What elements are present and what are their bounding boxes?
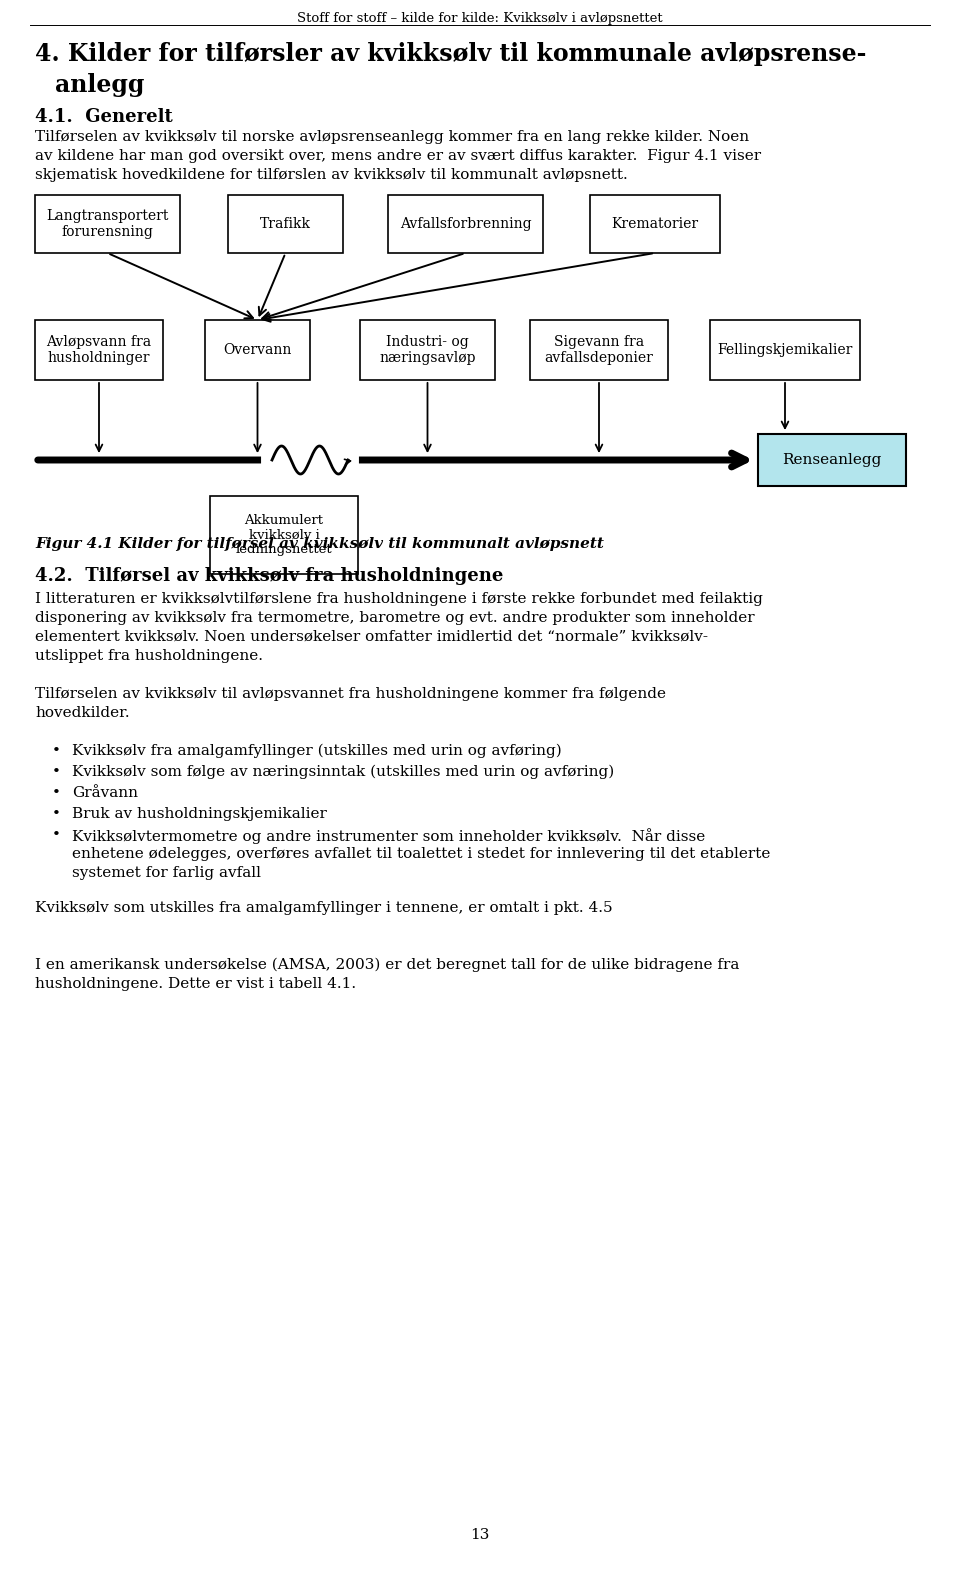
Text: 13: 13 — [470, 1528, 490, 1542]
FancyBboxPatch shape — [360, 320, 495, 380]
Text: 4. Kilder for tilførsler av kvikksølv til kommunale avløpsrense-: 4. Kilder for tilførsler av kvikksølv ti… — [35, 42, 866, 66]
Text: Bruk av husholdningskjemikalier: Bruk av husholdningskjemikalier — [72, 807, 326, 821]
Text: Kvikksølv fra amalgamfyllinger (utskilles med urin og avføring): Kvikksølv fra amalgamfyllinger (utskille… — [72, 744, 562, 758]
Text: 4.1.  Generelt: 4.1. Generelt — [35, 108, 173, 126]
Text: Kvikksølvtermometre og andre instrumenter som inneholder kvikksølv.  Når disse: Kvikksølvtermometre og andre instrumente… — [72, 827, 706, 845]
FancyBboxPatch shape — [205, 320, 310, 380]
FancyBboxPatch shape — [210, 496, 358, 575]
Text: •: • — [52, 787, 60, 801]
Text: Kvikksølv som utskilles fra amalgamfyllinger i tennene, er omtalt i pkt. 4.5: Kvikksølv som utskilles fra amalgamfylli… — [35, 901, 612, 915]
Text: Trafikk: Trafikk — [260, 217, 311, 231]
Text: Stoff for stoff – kilde for kilde: Kvikksølv i avløpsnettet: Stoff for stoff – kilde for kilde: Kvikk… — [298, 13, 662, 25]
FancyBboxPatch shape — [590, 195, 720, 253]
Text: Industri- og
næringsavløp: Industri- og næringsavløp — [379, 334, 476, 366]
Text: Langtransportert
forurensning: Langtransportert forurensning — [46, 209, 169, 239]
Text: Renseanlegg: Renseanlegg — [782, 454, 881, 466]
Text: skjematisk hovedkildene for tilførslen av kvikksølv til kommunalt avløpsnett.: skjematisk hovedkildene for tilførslen a… — [35, 168, 628, 182]
Text: •: • — [52, 807, 60, 821]
Text: utslippet fra husholdningene.: utslippet fra husholdningene. — [35, 648, 263, 663]
Text: Tilførselen av kvikksølv til norske avløpsrenseanlegg kommer fra en lang rekke k: Tilførselen av kvikksølv til norske avlø… — [35, 130, 749, 144]
FancyBboxPatch shape — [35, 320, 163, 380]
Text: enhetene ødelegges, overføres avfallet til toalettet i stedet for innlevering ti: enhetene ødelegges, overføres avfallet t… — [72, 846, 770, 860]
Text: Gråvann: Gråvann — [72, 787, 138, 801]
FancyBboxPatch shape — [35, 195, 180, 253]
Text: Krematorier: Krematorier — [612, 217, 699, 231]
Text: •: • — [52, 765, 60, 779]
Text: systemet for farlig avfall: systemet for farlig avfall — [72, 867, 261, 881]
Text: 4.2.  Tilførsel av kvikksølv fra husholdningene: 4.2. Tilførsel av kvikksølv fra husholdn… — [35, 567, 503, 586]
Text: I en amerikansk undersøkelse (AMSA, 2003) er det beregnet tall for de ulike bidr: I en amerikansk undersøkelse (AMSA, 2003… — [35, 958, 739, 972]
Text: av kildene har man god oversikt over, mens andre er av svært diffus karakter.  F: av kildene har man god oversikt over, me… — [35, 149, 761, 163]
Text: •: • — [52, 744, 60, 758]
Text: I litteraturen er kvikksølvtilførslene fra husholdningene i første rekke forbund: I litteraturen er kvikksølvtilførslene f… — [35, 592, 763, 606]
Text: Sigevann fra
avfallsdeponier: Sigevann fra avfallsdeponier — [544, 334, 654, 366]
Text: hovedkilder.: hovedkilder. — [35, 706, 130, 721]
Text: Avløpsvann fra
husholdninger: Avløpsvann fra husholdninger — [46, 334, 152, 366]
Text: Figur 4.1 Kilder for tilførsel av kvikksølv til kommunalt avløpsnett: Figur 4.1 Kilder for tilførsel av kvikks… — [35, 537, 604, 551]
FancyBboxPatch shape — [710, 320, 860, 380]
Text: Akkumulert
kvikksølv i
ledningsnettet: Akkumulert kvikksølv i ledningsnettet — [236, 513, 332, 556]
Text: Tilførselen av kvikksølv til avløpsvannet fra husholdningene kommer fra følgende: Tilførselen av kvikksølv til avløpsvanne… — [35, 688, 666, 700]
Text: husholdningene. Dette er vist i tabell 4.1.: husholdningene. Dette er vist i tabell 4… — [35, 977, 356, 991]
Text: Fellingskjemikalier: Fellingskjemikalier — [717, 342, 852, 356]
FancyBboxPatch shape — [758, 433, 906, 487]
Text: Overvann: Overvann — [224, 342, 292, 356]
Text: •: • — [52, 827, 60, 842]
FancyBboxPatch shape — [228, 195, 343, 253]
Text: elementert kvikksølv. Noen undersøkelser omfatter imidlertid det “normale” kvikk: elementert kvikksølv. Noen undersøkelser… — [35, 630, 708, 644]
FancyBboxPatch shape — [388, 195, 543, 253]
Text: disponering av kvikksølv fra termometre, barometre og evt. andre produkter som i: disponering av kvikksølv fra termometre,… — [35, 611, 755, 625]
FancyBboxPatch shape — [530, 320, 668, 380]
Text: Kvikksølv som følge av næringsinntak (utskilles med urin og avføring): Kvikksølv som følge av næringsinntak (ut… — [72, 765, 614, 779]
Text: Avfallsforbrenning: Avfallsforbrenning — [399, 217, 531, 231]
Text: anlegg: anlegg — [55, 72, 144, 97]
